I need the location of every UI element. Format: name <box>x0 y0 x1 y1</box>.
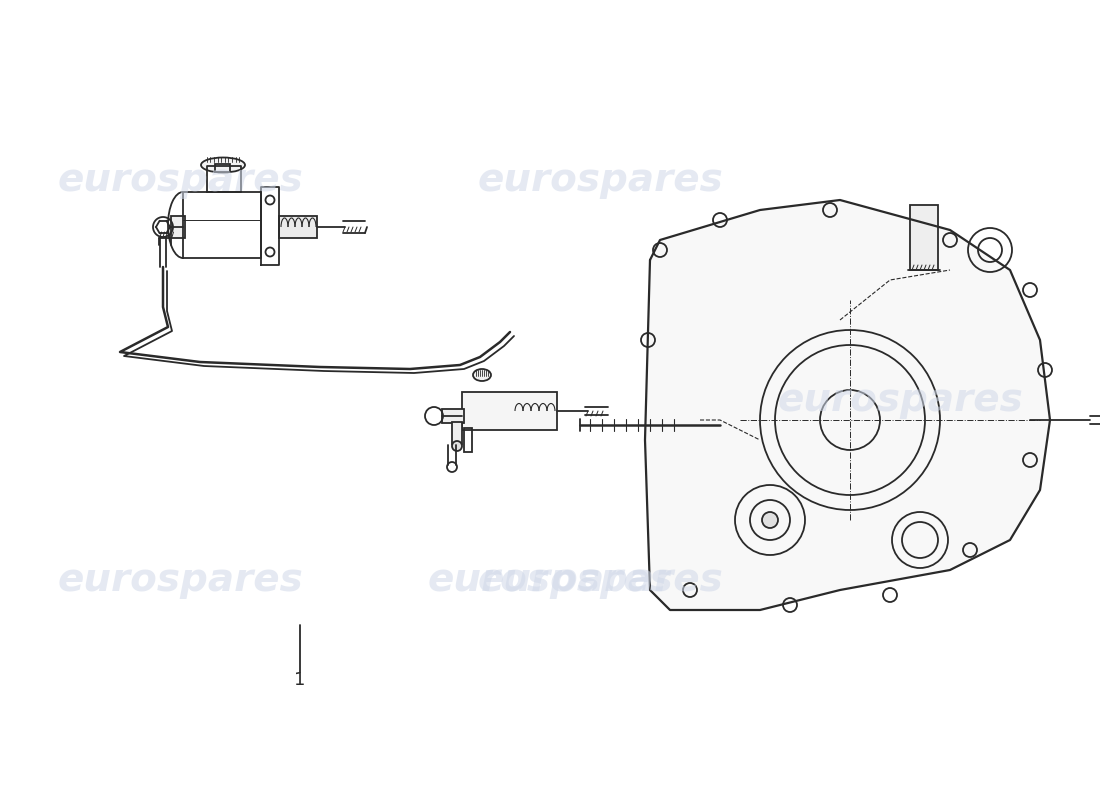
Text: eurospares: eurospares <box>57 161 303 199</box>
Circle shape <box>265 195 275 205</box>
Polygon shape <box>645 200 1050 610</box>
Text: eurospares: eurospares <box>57 561 303 599</box>
Bar <box>462 392 557 430</box>
Text: eurospares: eurospares <box>777 381 1023 419</box>
Bar <box>910 205 938 270</box>
Bar <box>442 409 464 423</box>
Text: eurospares: eurospares <box>477 161 723 199</box>
Ellipse shape <box>201 158 245 173</box>
Bar <box>279 216 317 238</box>
Ellipse shape <box>473 369 491 381</box>
Bar <box>214 164 230 172</box>
Bar <box>170 216 185 238</box>
Text: 1: 1 <box>295 671 306 689</box>
Circle shape <box>265 247 275 257</box>
Circle shape <box>452 441 462 451</box>
Bar <box>464 428 472 452</box>
Text: eurospares: eurospares <box>477 561 723 599</box>
Circle shape <box>762 512 778 528</box>
Text: eurospares: eurospares <box>427 561 673 599</box>
Bar <box>452 422 462 444</box>
